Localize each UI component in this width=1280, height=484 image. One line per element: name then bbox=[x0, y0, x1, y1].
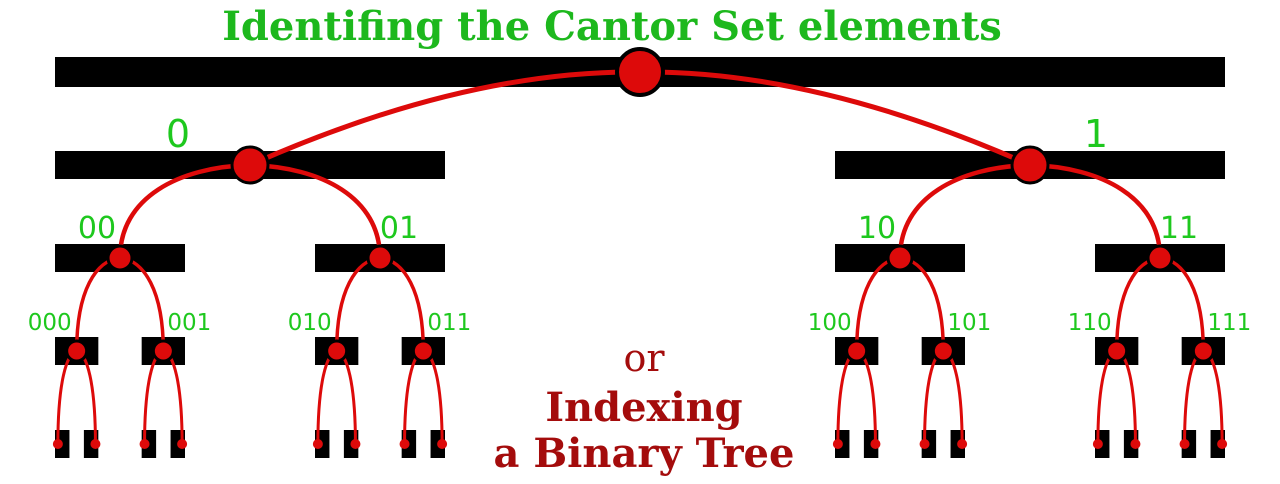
node-label-00: 00 bbox=[78, 211, 116, 246]
node-label-10: 10 bbox=[858, 211, 896, 246]
node-label-01: 01 bbox=[380, 211, 418, 246]
tree-node-l2-3 bbox=[1146, 244, 1174, 272]
tree-nodes bbox=[52, 47, 1228, 449]
tree-node-l3-4 bbox=[845, 339, 869, 363]
tree-edge-l2-2 bbox=[897, 162, 1033, 261]
tree-node-l2-2 bbox=[886, 244, 914, 272]
tree-node-l4-11 bbox=[957, 439, 968, 449]
tree-edge-l2-1 bbox=[247, 162, 383, 261]
tree-node-l2-0 bbox=[106, 244, 134, 272]
tree-node-l2-1 bbox=[366, 244, 394, 272]
tree-edge-l1-1 bbox=[637, 69, 1033, 168]
tree-node-l4-14 bbox=[1179, 439, 1190, 449]
tree-node-l4-15 bbox=[1217, 439, 1228, 449]
tree-edge-l1-0 bbox=[247, 69, 643, 168]
tree-node-l4-9 bbox=[870, 439, 881, 449]
node-label-111: 111 bbox=[1207, 310, 1251, 336]
node-label-0: 0 bbox=[166, 112, 190, 156]
tree-edge-l2-0 bbox=[117, 162, 253, 261]
node-label-110: 110 bbox=[1068, 310, 1112, 336]
connector-text: or bbox=[623, 336, 665, 380]
subtitle-line-2: a Binary Tree bbox=[494, 430, 795, 477]
tree-node-l0-0 bbox=[615, 47, 665, 97]
node-label-1: 1 bbox=[1084, 112, 1108, 156]
tree-node-l4-4 bbox=[312, 439, 323, 449]
tree-node-l4-6 bbox=[399, 439, 410, 449]
tree-node-l3-5 bbox=[931, 339, 955, 363]
tree-edge-l2-3 bbox=[1027, 162, 1163, 261]
tree-node-l4-8 bbox=[832, 439, 843, 449]
tree-node-l3-1 bbox=[151, 339, 175, 363]
node-label-001: 001 bbox=[167, 310, 211, 336]
tree-node-l3-2 bbox=[325, 339, 349, 363]
tree-node-l4-3 bbox=[177, 439, 188, 449]
tree-node-l4-2 bbox=[139, 439, 150, 449]
node-label-010: 010 bbox=[288, 310, 332, 336]
tree-node-l4-0 bbox=[52, 439, 63, 449]
tree-node-l1-1 bbox=[1010, 145, 1050, 185]
node-label-011: 011 bbox=[427, 310, 471, 336]
node-label-000: 000 bbox=[28, 310, 72, 336]
node-label-100: 100 bbox=[808, 310, 852, 336]
tree-node-l4-1 bbox=[90, 439, 101, 449]
tree-node-l3-6 bbox=[1105, 339, 1129, 363]
tree-node-l3-7 bbox=[1191, 339, 1215, 363]
tree-node-l4-13 bbox=[1130, 439, 1141, 449]
tree-node-l3-3 bbox=[411, 339, 435, 363]
tree-node-l4-12 bbox=[1092, 439, 1103, 449]
tree-node-l4-7 bbox=[437, 439, 448, 449]
tree-node-l3-0 bbox=[65, 339, 89, 363]
subtitle-line-1: Indexing bbox=[545, 384, 742, 431]
tree-node-l1-0 bbox=[230, 145, 270, 185]
node-label-11: 11 bbox=[1160, 211, 1198, 246]
node-label-101: 101 bbox=[947, 310, 991, 336]
tree-node-l4-5 bbox=[350, 439, 361, 449]
diagram-title: Identifing the Cantor Set elements bbox=[222, 3, 1002, 50]
tree-node-l4-10 bbox=[919, 439, 930, 449]
